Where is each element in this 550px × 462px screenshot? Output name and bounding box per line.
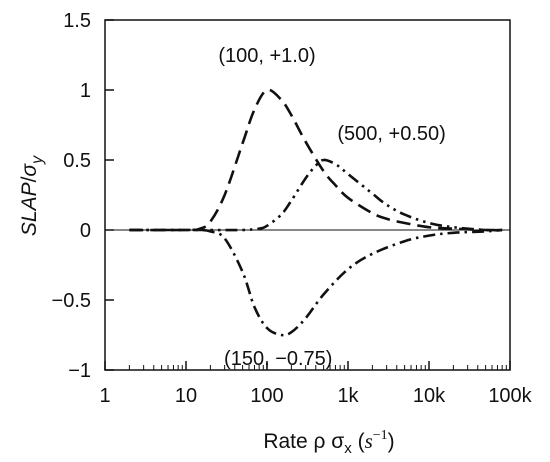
series-layer	[129, 88, 503, 337]
x-axis-title: Rate ρ σx (s−1)	[263, 428, 394, 457]
x-tick-label: 10k	[413, 385, 446, 407]
peak-annotation: (100, +1.0)	[218, 45, 315, 67]
peak-annotation: (150, −0.75)	[224, 348, 332, 370]
x-tick-label: 1	[99, 385, 110, 407]
x-tick-label: 10	[175, 385, 197, 407]
peak-annotation: (500, +0.50)	[337, 123, 445, 145]
y-tick-label: −0.5	[52, 290, 91, 312]
y-tick-label: 1.5	[63, 10, 91, 32]
series-line-1	[129, 88, 503, 232]
y-tick-label: 0	[80, 220, 91, 242]
annotations: (100, +1.0) (500, +0.50) (150, −0.75)	[218, 45, 445, 370]
y-ticks: 1.5 1 0.5 0 −0.5 −1	[52, 10, 114, 382]
x-tick-label: 100k	[488, 385, 532, 407]
y-tick-label: −1	[68, 360, 91, 382]
series-line-3	[129, 228, 503, 337]
x-tick-label: 100	[250, 385, 283, 407]
y-tick-label: 1	[80, 80, 91, 102]
series-line-2	[129, 158, 503, 232]
y-axis-title: SLAP/σy	[18, 155, 46, 236]
x-tick-label: 1k	[337, 385, 359, 407]
y-tick-label: 0.5	[63, 150, 91, 172]
x-ticks: 1 10 100 1k 10k 100k	[99, 361, 533, 407]
plot-frame	[104, 19, 511, 371]
